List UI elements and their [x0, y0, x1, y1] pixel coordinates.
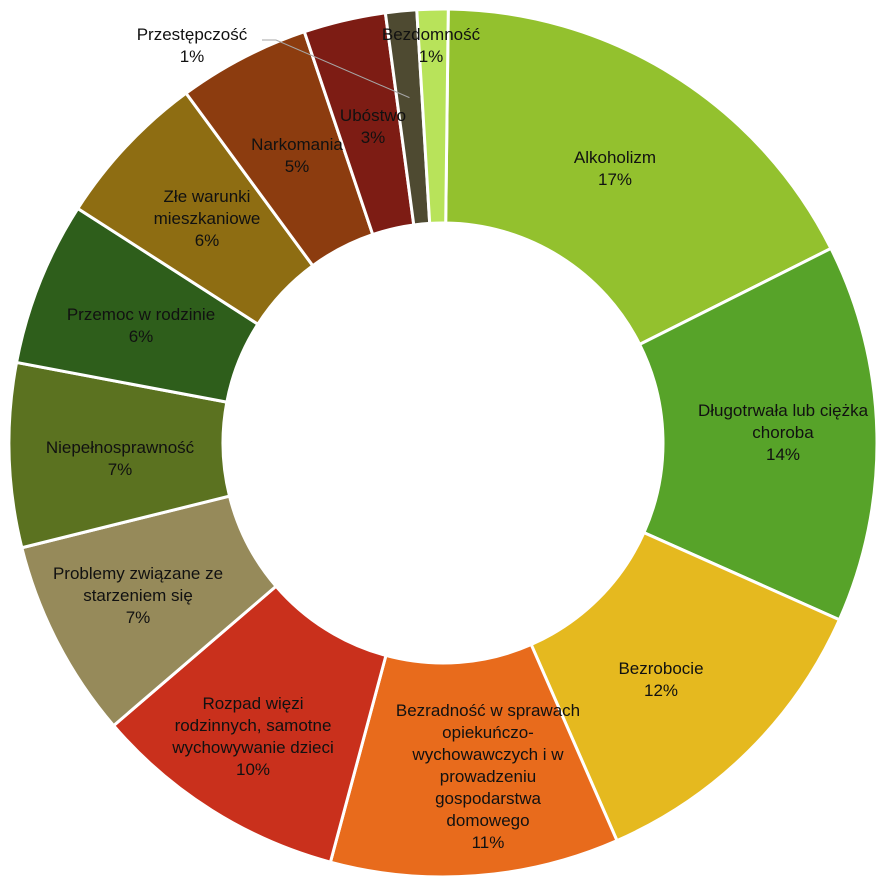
- slice-label-4: Bezradność w sprawach opiekuńczo-wychowaw…: [396, 701, 580, 852]
- slice-labels: Alkoholizm 17% Długotrwała lub ciężka choro…: [46, 25, 869, 852]
- slice-label-9: Złe warunki mieszkaniowe 6%: [154, 187, 261, 250]
- slice-label-7: Niepełnosprawność 7%: [46, 438, 195, 479]
- slice-label-13: Bezdomność 1%: [382, 25, 481, 66]
- slice-label-1: Alkoholizm 17%: [574, 148, 656, 189]
- slice-label-11: Ubóstwo 3%: [340, 106, 406, 147]
- leader-lines: [262, 39, 410, 99]
- slice-1: [444, 7, 833, 347]
- donut-slices: [7, 7, 879, 879]
- slice-label-12: Przestępczość 1%: [137, 25, 248, 66]
- slice-13: [415, 7, 450, 225]
- slice-label-6: Problemy związane ze starzeniem się 7%: [53, 564, 223, 627]
- slice-3: [529, 530, 842, 843]
- slice-label-10: Narkomania 5%: [251, 135, 343, 176]
- slice-2: [637, 246, 879, 622]
- leader-line-przestepczosc: [262, 39, 410, 99]
- slice-label-8: Przemoc w rodzinie 6%: [67, 305, 215, 346]
- slice-label-5: Rozpad więzi rodzinnych, samotne wychowywa…: [171, 694, 334, 779]
- slice-label-3: Bezrobocie 12%: [618, 659, 703, 700]
- slice-label-2: Długotrwała lub ciężka choroba 14%: [698, 401, 869, 464]
